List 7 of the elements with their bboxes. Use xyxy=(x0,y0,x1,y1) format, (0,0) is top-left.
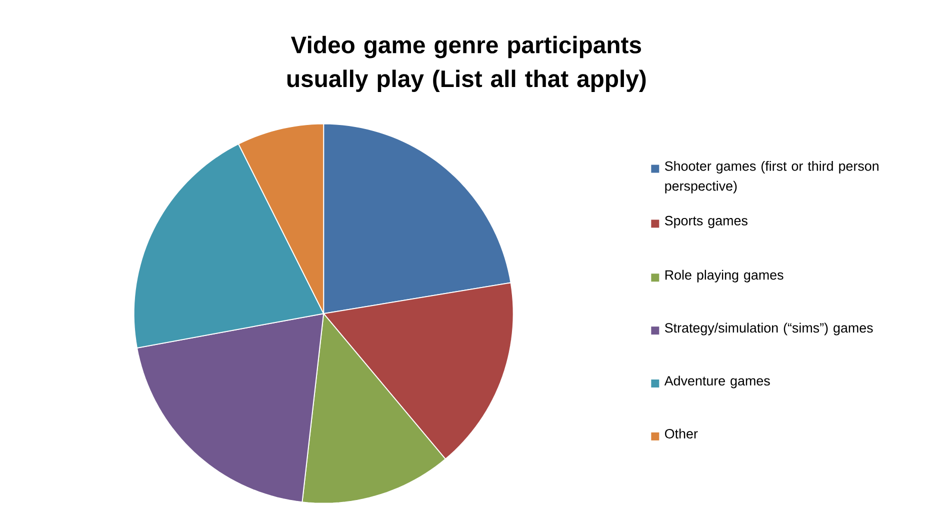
legend-label: Strategy/simulation (“sims”) games xyxy=(664,322,873,336)
chart-title: Video game genre participants usually play (List all that apply) xyxy=(287,36,646,92)
legend-label: Shooter games (first or third person perspective) xyxy=(664,160,878,194)
legend-label: Adventure games xyxy=(664,376,770,388)
legend-label: Sports games xyxy=(664,216,748,228)
legend-label: Other xyxy=(664,428,698,438)
legend-label: Role playing games xyxy=(665,270,784,282)
